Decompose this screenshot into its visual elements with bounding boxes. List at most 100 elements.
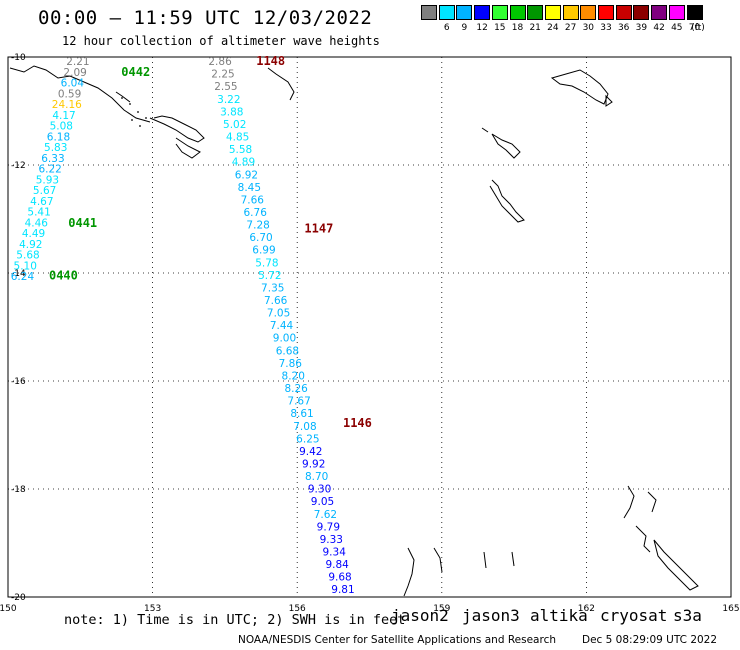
colorbar-label: 33 (600, 23, 612, 33)
colorbar-swatch (668, 5, 685, 20)
colorbar-label: 21 (529, 23, 541, 33)
coastline (550, 69, 609, 105)
map-title: 00:00 – 11:59 UTC 12/03/2022 (38, 7, 373, 29)
colorbar-swatch (527, 5, 544, 20)
swh-label-west: 6.33 (41, 153, 64, 165)
swh-label-east: 9.42 (299, 446, 322, 458)
swh-label-east: 7.62 (314, 509, 337, 521)
colorbar-swatch (633, 5, 650, 20)
coastline (653, 539, 699, 591)
swh-label-east: 3.22 (217, 94, 240, 106)
swh-label-west: 0.59 (58, 88, 81, 100)
x-tick-label: 153 (144, 604, 161, 614)
coastline (623, 485, 635, 519)
colorbar-label: 45 (671, 23, 683, 33)
coastline (511, 551, 515, 567)
footer-credit: NOAA/NESDIS Center for Satellite Applica… (238, 634, 556, 646)
colorbar-label: 70 (688, 23, 701, 33)
colorbar-label: 42 (653, 23, 665, 33)
colorbar-unit: (ft) (691, 23, 705, 33)
swh-label-east: 9.30 (308, 484, 331, 496)
swh-label-east: 5.72 (258, 270, 281, 282)
swh-label-east: 6.25 (296, 433, 319, 445)
reef-dot (129, 103, 131, 105)
swh-label-west: 4.49 (22, 228, 45, 240)
swh-label-east: 7.08 (293, 421, 316, 433)
swh-label-east: 7.86 (279, 358, 303, 370)
satellite-jason3: jason3 (462, 606, 520, 625)
swh-label-east: 7.44 (270, 320, 294, 332)
colorbar-swatch (580, 5, 597, 20)
pass-time-label: 1148 (256, 54, 285, 68)
satellite-jason2: jason2 (391, 606, 449, 625)
swh-label-east: 7.35 (261, 282, 284, 294)
reef-dot (121, 97, 123, 99)
swh-label-east: 9.92 (302, 458, 325, 470)
coastline (115, 91, 131, 103)
satellite-s3a: s3a (673, 606, 702, 625)
satellite-altika: altika (530, 606, 588, 625)
swh-label-east: 3.88 (220, 106, 243, 118)
x-tick-label: 159 (433, 604, 450, 614)
swh-label-east: 8.45 (238, 182, 261, 194)
reef-dot (145, 117, 147, 119)
swh-label-east: 6.68 (276, 345, 299, 357)
footer-timestamp: Dec 5 08:29:09 UTC 2022 (582, 634, 718, 646)
swh-label-east: 9.33 (320, 534, 343, 546)
swh-label-east: 7.66 (241, 194, 265, 206)
colorbar-label: 24 (547, 23, 559, 33)
swh-label-west: 4.67 (30, 196, 53, 208)
x-tick-label: 162 (578, 604, 595, 614)
coastline (483, 551, 487, 569)
colorbar-swatch (686, 5, 703, 20)
swh-label-west: 24.16 (52, 99, 82, 111)
swh-label-west: 2.09 (63, 67, 86, 79)
colorbar-swatch (651, 5, 668, 20)
y-tick-label: -12 (11, 161, 26, 171)
swh-label-west: 4.17 (52, 110, 75, 122)
coastline (149, 115, 205, 143)
map-frame (7, 56, 732, 598)
pass-time-label: 1146 (343, 416, 372, 430)
swh-label-east: 6.99 (252, 245, 275, 257)
x-tick-label: 165 (722, 604, 739, 614)
colorbar-label: 39 (635, 23, 648, 33)
y-tick-label: -14 (11, 269, 26, 279)
reef-dot (139, 125, 141, 127)
swh-label-east: 9.00 (273, 333, 296, 345)
swh-label-east: 9.68 (328, 572, 351, 584)
swh-label-east: 9.05 (311, 496, 334, 508)
swh-label-west: 6.22 (38, 164, 61, 176)
swh-label-west: 5.83 (44, 142, 67, 154)
swh-label-east: 4.85 (226, 132, 249, 144)
colorbar-swatch (544, 5, 561, 20)
y-tick-label: -10 (11, 53, 26, 63)
swh-label-west: 5.10 (14, 260, 37, 272)
swh-label-east: 6.92 (235, 169, 258, 181)
pass-time-label: 0440 (49, 268, 78, 282)
coastline (433, 547, 443, 573)
swh-label-east: 8.70 (305, 471, 328, 483)
reef-dot (137, 111, 139, 113)
swh-label-east: 8.61 (290, 408, 313, 420)
swh-label-west: 5.41 (27, 207, 50, 219)
swh-label-west: 2.21 (66, 56, 89, 68)
colorbar-label: 9 (461, 23, 468, 33)
satellite-cryosat: cryosat (600, 606, 668, 625)
coastline (489, 179, 525, 223)
colorbar-label: 6 (443, 23, 450, 33)
swh-label-east: 7.05 (267, 308, 290, 320)
coastline (481, 127, 489, 133)
swh-label-east: 7.66 (264, 295, 288, 307)
coastline (491, 133, 521, 159)
swh-label-west: 5.68 (16, 250, 39, 262)
swh-label-east: 6.70 (249, 232, 272, 244)
swh-label-west: 6.04 (61, 78, 85, 90)
colorbar-label: 18 (511, 23, 524, 33)
swh-label-west: 4.46 (25, 217, 49, 229)
colorbar-swatch (474, 5, 491, 20)
colorbar-label: 15 (494, 23, 506, 33)
coastline (175, 137, 201, 159)
x-tick-label: 150 (0, 604, 17, 614)
